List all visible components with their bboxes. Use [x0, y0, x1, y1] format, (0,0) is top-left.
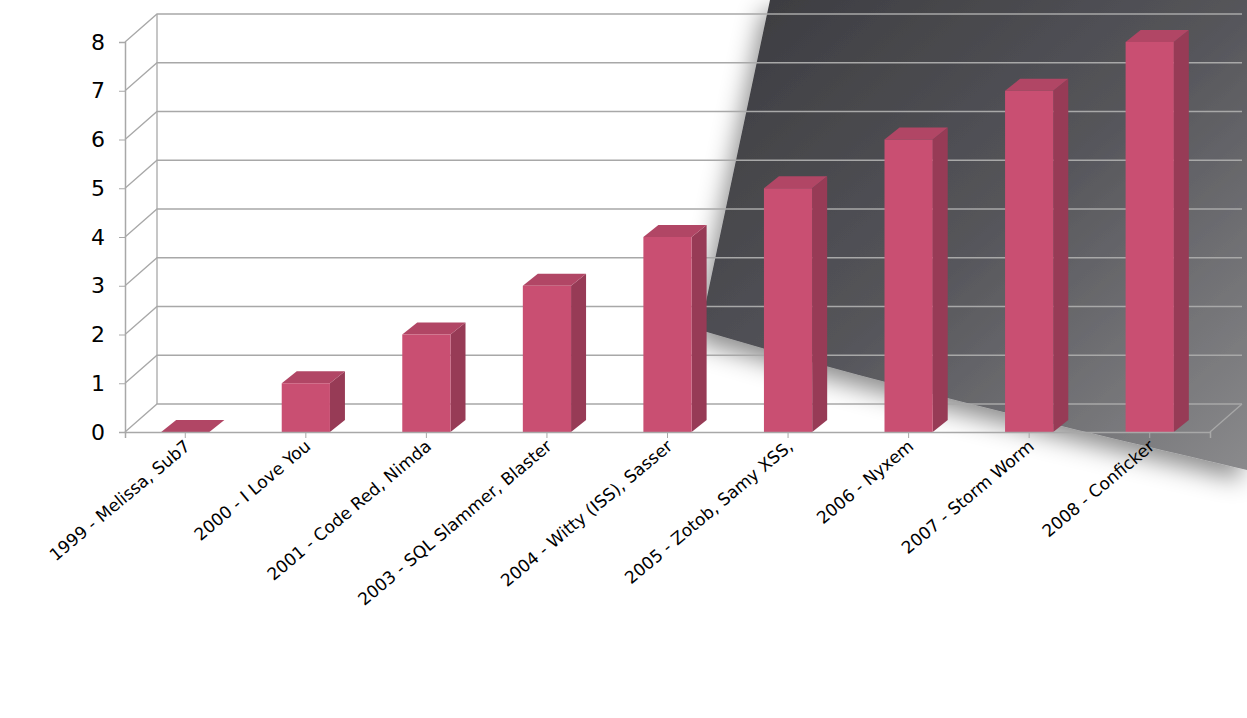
bar-3d: [282, 371, 345, 432]
tick-label: 3: [91, 273, 105, 298]
tick-label: 2000 - I Love You: [190, 436, 314, 545]
bar-top: [643, 225, 706, 237]
tick: 2005 - Zotob, Samy XSS,: [621, 432, 797, 588]
tick: 6: [91, 127, 125, 152]
tick: 7: [91, 78, 125, 103]
tick-label: 1999 - Melissa, Sub7: [45, 436, 193, 565]
tick-mark: [546, 432, 547, 438]
grid-line: [125, 160, 1242, 188]
axis-line: [126, 433, 1211, 439]
bar-3d: [643, 225, 706, 432]
tick-mark: [119, 188, 125, 189]
tick: 2008 - Conficker: [1038, 432, 1158, 541]
tick-mark: [119, 286, 125, 287]
bar-top: [1005, 79, 1068, 91]
bar-3d: [523, 274, 586, 432]
tick-label: 7: [91, 78, 105, 103]
tick: 8: [91, 30, 125, 55]
y-axis: 0 1 2 3 4 5 6 7 8: [91, 30, 126, 445]
tick: 4: [91, 225, 125, 250]
bar: [764, 188, 812, 432]
bar: [402, 335, 450, 433]
tick-mark: [1149, 432, 1150, 438]
bar: [643, 237, 691, 432]
tick: 2: [91, 322, 125, 347]
tick-label: 2: [91, 322, 105, 347]
tick-label: 2007 - Storm Worm: [898, 436, 1038, 558]
tick: 2006 - Nyxem: [813, 432, 917, 528]
tick-label: 2005 - Zotob, Samy XSS,: [621, 436, 797, 588]
bar-side: [1053, 79, 1068, 432]
tick-mark: [788, 432, 789, 438]
bar-top: [282, 371, 345, 383]
bar-top: [523, 274, 586, 286]
back-wall-edge: [156, 14, 157, 404]
tick: 5: [91, 176, 125, 201]
bar-top: [885, 128, 948, 140]
tick-label: 1: [91, 371, 105, 396]
tick-label: 2008 - Conficker: [1038, 436, 1158, 541]
bar-3d: [1126, 30, 1189, 432]
bar-side: [1174, 30, 1189, 432]
tick-mark: [1029, 432, 1030, 438]
tick-label: 5: [91, 176, 105, 201]
x-axis: 1999 - Melissa, Sub72000 - I Love You 200…: [45, 432, 1210, 609]
tick: 2003 - SQL Slammer, Blaster: [354, 432, 556, 609]
chart: 0 1 2 3 4 5 6 7 8 1999 - Melissa, Sub72000 - I Lo…: [0, 0, 1247, 718]
tick-mark: [119, 432, 125, 433]
axis-line: [119, 43, 126, 433]
tick-mark: [119, 335, 125, 336]
bar-3d: [402, 323, 465, 433]
tick: 2000 - I Love You: [190, 432, 314, 545]
bar: [523, 286, 571, 432]
bar-side: [692, 225, 707, 432]
bar-3d: [885, 128, 948, 433]
tick-label: 2003 - SQL Slammer, Blaster: [354, 436, 556, 610]
bar-top: [1126, 30, 1189, 42]
background-photo: [700, 0, 1247, 470]
grid-line: [125, 209, 1242, 237]
bar-side: [451, 323, 466, 433]
bar-3d: [1005, 79, 1068, 432]
tick-label: 6: [91, 127, 105, 152]
tick-mark: [119, 140, 125, 141]
tick-mark: [185, 432, 186, 438]
tick-label: 4: [91, 225, 105, 250]
bar: [885, 140, 933, 433]
bar: [1126, 42, 1174, 432]
bars: [161, 30, 1189, 432]
tick-mark: [908, 432, 909, 438]
bar-side: [812, 176, 827, 432]
bar-top: [161, 420, 224, 432]
grid-line: [125, 14, 1242, 42]
tick: 2007 - Storm Worm: [898, 432, 1038, 558]
tick-label: 0: [91, 420, 105, 445]
grid: [125, 14, 1242, 432]
tick-mark: [667, 432, 668, 438]
tick: 1999 - Melissa, Sub7: [45, 432, 193, 565]
tick-label: 8: [91, 30, 105, 55]
tick-label: 2006 - Nyxem: [813, 436, 917, 528]
bar-top: [764, 176, 827, 188]
bar-side: [933, 128, 948, 433]
bar-top: [402, 323, 465, 335]
floor-edge: [1210, 404, 1242, 432]
bar-side: [571, 274, 586, 432]
tick-mark: [119, 383, 125, 384]
tick-mark: [119, 237, 125, 238]
tick: 1: [91, 371, 125, 396]
tick: 0: [91, 420, 125, 445]
grid-line: [125, 63, 1242, 91]
tick-mark: [119, 91, 125, 92]
tick: 3: [91, 273, 125, 298]
grid-line: [125, 112, 1242, 140]
bar-3d: [764, 176, 827, 432]
bar: [1005, 91, 1053, 432]
tick-mark: [305, 432, 306, 438]
tick-mark: [119, 42, 125, 43]
bar-3d: [161, 420, 224, 432]
tick-mark: [426, 432, 427, 438]
bar: [282, 383, 330, 432]
